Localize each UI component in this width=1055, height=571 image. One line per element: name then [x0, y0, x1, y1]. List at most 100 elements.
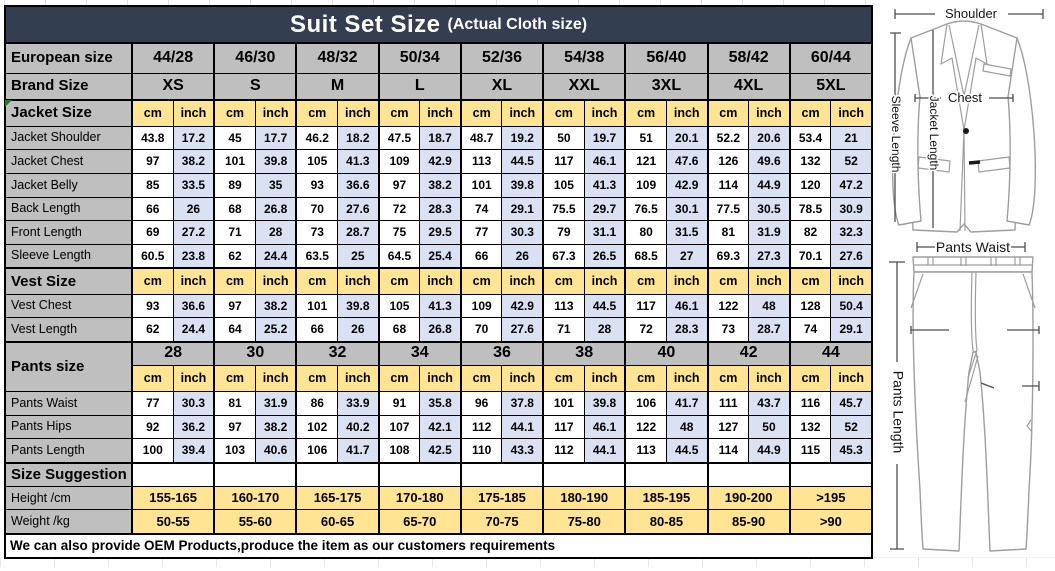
inch-value: 38.2 — [254, 293, 297, 319]
european-size-label: European size — [4, 42, 133, 74]
cm-value: 70.1 — [788, 243, 832, 269]
inch-value: 44.5 — [665, 438, 709, 464]
pants-size-value: 30 — [213, 340, 297, 366]
cm-value: 101 — [213, 149, 256, 174]
cm-value: 89 — [213, 172, 256, 198]
cm-value: 120 — [788, 172, 832, 198]
cm-value: 116 — [788, 391, 832, 416]
inch-value: 37.8 — [501, 391, 544, 416]
unit-cm-cell: cm — [213, 267, 256, 295]
unit-inch-cell: inch — [419, 99, 462, 127]
unit-cm-cell: cm — [213, 365, 256, 392]
cm-value: 101 — [542, 391, 585, 416]
cm-value: 62 — [213, 243, 256, 269]
cm-value: 117 — [542, 414, 585, 440]
inch-value: 26.8 — [254, 196, 297, 222]
inch-value: 29.1 — [501, 196, 544, 222]
inch-value: 30.3 — [172, 391, 215, 416]
inch-value: 27.2 — [172, 220, 215, 245]
unit-cm-cell: cm — [213, 99, 256, 127]
unit-cm-cell: cm — [459, 99, 503, 127]
inch-value: 26 — [337, 317, 380, 342]
cm-value: 132 — [788, 414, 832, 440]
suggestion-empty-cell — [377, 461, 462, 487]
unit-cm-cell: cm — [542, 267, 585, 295]
measurement-row: Front Length 69 27.2 71 28 73 28.7 75 29.5 77 30.3… — [4, 220, 873, 245]
cm-value: 52.2 — [706, 125, 750, 151]
inch-value: 19.2 — [501, 125, 544, 151]
brand-size-value: XS — [130, 72, 215, 101]
size-chart-table: European size 44/28 46/30 48/32 50/34 52/36 54… — [4, 42, 873, 559]
unit-cm-cell: cm — [706, 365, 750, 392]
pants-knee-notch — [1026, 419, 1033, 433]
inch-value: 44.5 — [501, 149, 544, 174]
inch-value: 44.1 — [583, 438, 626, 464]
measurement-row: Back Length 66 26 68 26.8 70 27.6 72 28.3 74 29.1 7… — [4, 196, 873, 222]
cm-value: 96 — [459, 391, 503, 416]
inch-value: 38.2 — [172, 149, 215, 174]
inch-value: 48 — [665, 414, 709, 440]
unit-inch-cell: inch — [583, 99, 626, 127]
cm-value: 113 — [624, 438, 667, 464]
unit-inch-cell: inch — [419, 365, 462, 392]
unit-cm-cell: cm — [459, 365, 503, 392]
inch-value: 50.4 — [830, 293, 873, 319]
pants-size-value: 28 — [130, 340, 215, 366]
unit-inch-cell: inch — [172, 365, 215, 392]
cm-value: 50 — [542, 125, 585, 151]
cm-value: 73 — [295, 220, 339, 245]
cm-value: 111 — [706, 391, 750, 416]
inch-value: 24.4 — [254, 243, 297, 269]
inch-value: 27.3 — [748, 243, 791, 269]
cm-value: 97 — [213, 414, 256, 440]
unit-cm-cell: cm — [624, 99, 667, 127]
inch-value: 40.6 — [254, 438, 297, 464]
unit-cm-cell: cm — [377, 365, 421, 392]
unit-cm-cell: cm — [295, 365, 339, 392]
unit-cm-cell: cm — [788, 99, 832, 127]
cm-value: 113 — [542, 293, 585, 319]
unit-inch-cell: inch — [254, 267, 297, 295]
inch-value: 47.2 — [830, 172, 873, 198]
suggestion-value: 175-185 — [459, 485, 544, 511]
brand-size-value: XL — [459, 72, 544, 101]
cm-value: 70 — [295, 196, 339, 222]
row-label: Jacket Shoulder — [4, 125, 133, 151]
inch-value: 29.1 — [830, 317, 873, 342]
cm-value: 103 — [213, 438, 256, 464]
jacket-buttonhole — [968, 160, 981, 165]
inch-value: 38.2 — [419, 172, 462, 198]
measurement-row: Jacket Shoulder 43.8 17.2 45 17.7 46.2 18.2 47.… — [4, 125, 873, 151]
pants-waist-measure-line — [916, 242, 1026, 252]
inch-value: 28.7 — [337, 220, 380, 245]
pants-crotch-seam — [964, 349, 979, 403]
cm-value: 69.3 — [706, 243, 750, 269]
suggestion-value: 170-180 — [377, 485, 462, 511]
suggestion-value: 70-75 — [459, 509, 544, 535]
inch-value: 42.5 — [419, 438, 462, 464]
suggestion-value-row: Height /cm 155-165 160-170 165-175 170-180 17… — [4, 485, 873, 511]
inch-value: 45.3 — [830, 438, 873, 464]
row-label: Height /cm — [4, 485, 133, 511]
unit-cm-cell: cm — [542, 99, 585, 127]
unit-inch-cell: inch — [665, 267, 709, 295]
inch-value: 48 — [748, 293, 791, 319]
inch-value: 19.7 — [583, 125, 626, 151]
cm-value: 81 — [706, 220, 750, 245]
cm-value: 71 — [542, 317, 585, 342]
inch-value: 33.9 — [337, 391, 380, 416]
pants-size-value: 42 — [706, 340, 791, 366]
inch-value: 35 — [254, 172, 297, 198]
cm-value: 117 — [542, 149, 585, 174]
brand-size-value: 3XL — [624, 72, 709, 101]
cm-value: 48.7 — [459, 125, 503, 151]
cm-value: 113 — [459, 149, 503, 174]
pants-size-value: 44 — [788, 340, 873, 366]
inch-value: 30.5 — [748, 196, 791, 222]
cm-value: 114 — [706, 172, 750, 198]
inch-value: 35.8 — [419, 391, 462, 416]
cm-value: 101 — [459, 172, 503, 198]
inch-value: 43.3 — [501, 438, 544, 464]
cm-value: 109 — [624, 172, 667, 198]
pants-size-value: 40 — [624, 340, 709, 366]
